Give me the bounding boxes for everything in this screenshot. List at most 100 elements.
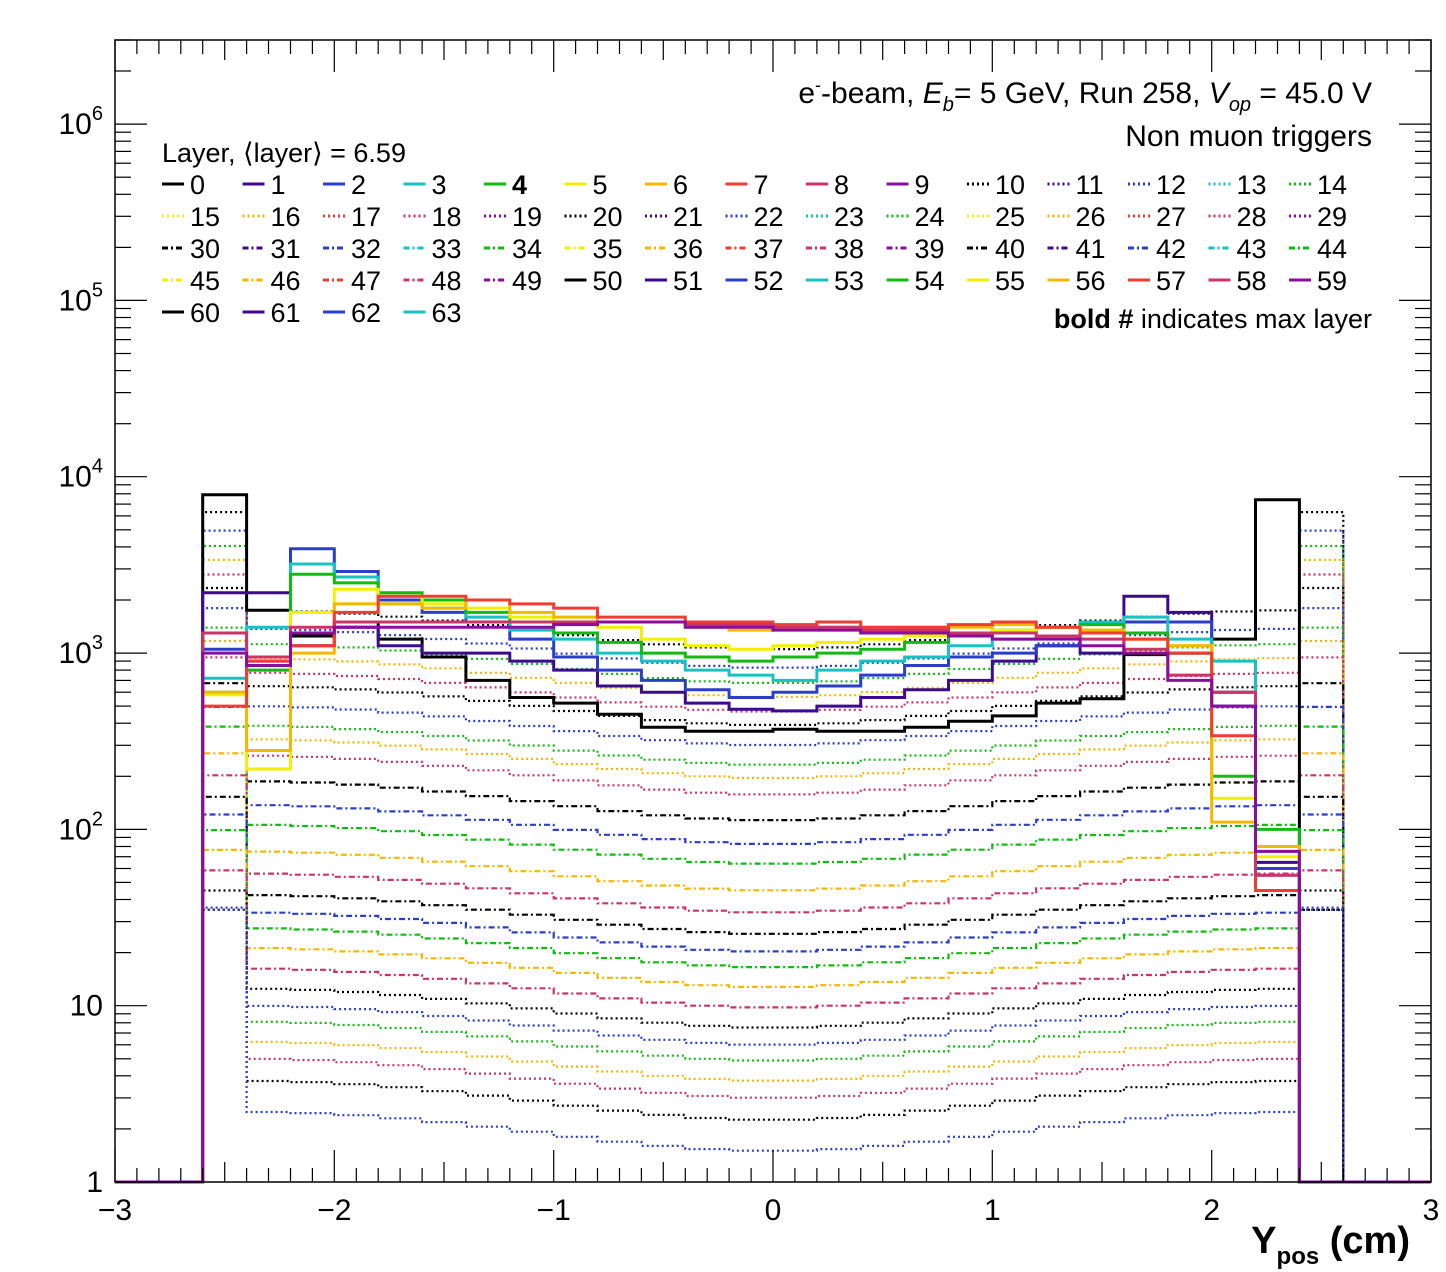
legend-label-25: 25: [995, 202, 1025, 232]
legend-label-21: 21: [673, 202, 703, 232]
x-tick-label: 0: [765, 1194, 782, 1227]
series-line-layer-2: [115, 547, 1431, 1184]
legend-label-6: 6: [673, 170, 688, 200]
series-line-faint-12: [115, 529, 1431, 1184]
y-tick-label: 104: [59, 456, 104, 494]
series-line-faint-16: [115, 558, 1431, 1184]
series-layer: [115, 493, 1431, 1184]
legend-label-49: 49: [512, 266, 542, 296]
legend-label-59: 59: [1317, 266, 1347, 296]
legend-label-18: 18: [432, 202, 462, 232]
y-tick-label: 1: [86, 1166, 103, 1199]
series-line-faint-50: [115, 889, 1431, 1184]
legend-label-33: 33: [432, 234, 462, 264]
legend-label-35: 35: [593, 234, 623, 264]
legend-label-3: 3: [432, 170, 447, 200]
legend-label-0: 0: [190, 170, 205, 200]
series-line-faint-44: [115, 829, 1431, 1184]
legend-label-37: 37: [754, 234, 784, 264]
legend-label-8: 8: [834, 170, 849, 200]
legend-label-24: 24: [915, 202, 945, 232]
legend-label-47: 47: [351, 266, 381, 296]
series-line-layer-9: [115, 620, 1431, 1184]
series-line-faint-38: [115, 774, 1431, 1184]
series-line-faint-48: [115, 869, 1431, 1184]
legend-label-13: 13: [1237, 170, 1267, 200]
legend-label-46: 46: [271, 266, 301, 296]
legend-label-2: 2: [351, 170, 366, 200]
legend-label-55: 55: [995, 266, 1025, 296]
y-tick-label: 105: [59, 279, 104, 317]
legend-label-19: 19: [512, 202, 542, 232]
legend-label-53: 53: [834, 266, 864, 296]
legend-label-27: 27: [1156, 202, 1186, 232]
legend-label-42: 42: [1156, 234, 1186, 264]
series-line-faint-36: [115, 752, 1431, 1184]
legend-label-62: 62: [351, 298, 381, 328]
legend-label-15: 15: [190, 202, 220, 232]
legend-label-32: 32: [351, 234, 381, 264]
legend-label-41: 41: [1076, 234, 1106, 264]
legend-label-34: 34: [512, 234, 542, 264]
y-tick-label: 10: [70, 990, 103, 1023]
y-tick-label: 106: [59, 103, 104, 141]
y-tick-label: 102: [59, 808, 104, 846]
series-line-faint-54: [115, 908, 1431, 1184]
legend-label-5: 5: [593, 170, 608, 200]
legend-label-17: 17: [351, 202, 381, 232]
series-line-faint-46: [115, 848, 1431, 1184]
legend-label-7: 7: [754, 170, 769, 200]
legend-label-63: 63: [432, 298, 462, 328]
header-line2: Non muon triggers: [1125, 120, 1372, 153]
legend-label-14: 14: [1317, 170, 1347, 200]
legend-label-58: 58: [1237, 266, 1267, 296]
legend-label-22: 22: [754, 202, 784, 232]
series-line-faint-42: [115, 813, 1431, 1184]
legend-label-61: 61: [271, 298, 301, 328]
header-line1: e--beam, Eb= 5 GeV, Run 258, Vop = 45.0 …: [798, 75, 1372, 116]
legend-label-43: 43: [1237, 234, 1267, 264]
legend-label-36: 36: [673, 234, 703, 264]
legend-label-28: 28: [1237, 202, 1267, 232]
legend-label-39: 39: [915, 234, 945, 264]
legend-label-11: 11: [1076, 170, 1104, 200]
x-tick-label: −1: [537, 1194, 571, 1227]
x-tick-label: 2: [1203, 1194, 1220, 1227]
legend-label-48: 48: [432, 266, 462, 296]
x-tick-label: 3: [1423, 1194, 1440, 1227]
series-line-faint-14: [115, 544, 1431, 1184]
series-line-faint-32: [115, 705, 1431, 1184]
legend-label-44: 44: [1317, 234, 1347, 264]
series-line-faint-56: [115, 908, 1431, 1184]
legend-label-12: 12: [1156, 170, 1186, 200]
x-tick-label: −2: [317, 1194, 351, 1227]
legend-title: Layer, ⟨layer⟩ = 6.59: [162, 138, 406, 168]
legend-label-23: 23: [834, 202, 864, 232]
y-tick-label: 103: [59, 632, 104, 670]
series-line-faint-40: [115, 795, 1431, 1184]
legend-label-30: 30: [190, 234, 220, 264]
x-axis-label: Ypos (cm): [1251, 1220, 1410, 1270]
legend-label-50: 50: [593, 266, 623, 296]
series-line-faint-28: [115, 656, 1431, 1184]
series-line-faint-60: [115, 908, 1431, 1184]
legend-label-1: 1: [271, 170, 286, 200]
legend-label-26: 26: [1076, 202, 1106, 232]
legend-label-52: 52: [754, 266, 784, 296]
legend-label-4: 4: [512, 170, 527, 200]
x-tick-label: −3: [98, 1194, 132, 1227]
legend-label-9: 9: [915, 170, 930, 200]
bold-note: bold # indicates max layer: [1054, 304, 1372, 334]
series-line-faint-26: [115, 639, 1431, 1184]
legend-label-54: 54: [915, 266, 945, 296]
legend-label-57: 57: [1156, 266, 1186, 296]
legend-label-16: 16: [271, 202, 301, 232]
legend-label-38: 38: [834, 234, 864, 264]
series-line-faint-30: [115, 682, 1431, 1184]
legend-label-20: 20: [593, 202, 623, 232]
legend-label-60: 60: [190, 298, 220, 328]
legend-label-29: 29: [1317, 202, 1347, 232]
